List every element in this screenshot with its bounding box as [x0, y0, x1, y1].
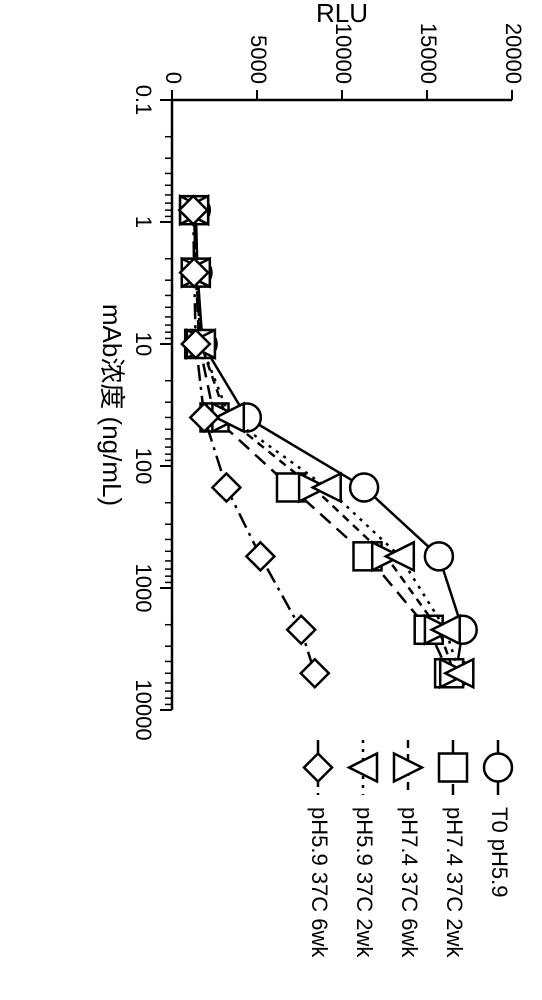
legend-item: pH5.9 37C 2wk [349, 740, 377, 958]
svg-text:20000: 20000 [501, 23, 526, 84]
legend-item: pH7.4 37C 6wk [394, 740, 422, 958]
svg-text:mAb浓度 (ng/mL): mAb浓度 (ng/mL) [97, 304, 127, 506]
svg-text:pH7.4 37C 6wk: pH7.4 37C 6wk [397, 807, 422, 958]
series-s3 [180, 196, 473, 687]
svg-text:0.1: 0.1 [131, 85, 156, 116]
svg-text:5000: 5000 [246, 35, 271, 84]
svg-text:100: 100 [131, 448, 156, 485]
series-s1 [180, 196, 463, 687]
svg-text:T0 pH5.9: T0 pH5.9 [487, 807, 512, 898]
svg-text:1: 1 [131, 216, 156, 228]
svg-text:RLU: RLU [316, 0, 368, 28]
svg-text:0: 0 [161, 72, 186, 84]
svg-text:10000: 10000 [331, 23, 356, 84]
svg-text:10: 10 [131, 332, 156, 356]
legend-item: T0 pH5.9 [484, 740, 512, 898]
svg-text:15000: 15000 [416, 23, 441, 84]
svg-text:1000: 1000 [131, 564, 156, 613]
svg-text:pH5.9 37C 2wk: pH5.9 37C 2wk [352, 807, 377, 958]
line-chart: 0 5000 10000 15000 20000 RLU 0.1 1 10 100 1000 1000… [0, 0, 542, 1000]
svg-text:pH7.4 37C 2wk: pH7.4 37C 2wk [442, 807, 467, 958]
legend-item: pH5.9 37C 6wk [304, 740, 332, 958]
series-s0 [182, 196, 477, 687]
chart-container: 0 5000 10000 15000 20000 RLU 0.1 1 10 100 1000 1000… [0, 0, 542, 1000]
series-s4 [179, 196, 329, 687]
legend-item: pH7.4 37C 2wk [439, 740, 467, 958]
series-s2 [180, 196, 468, 687]
svg-text:pH5.9 37C 6wk: pH5.9 37C 6wk [307, 807, 332, 958]
svg-text:10000: 10000 [131, 679, 156, 740]
